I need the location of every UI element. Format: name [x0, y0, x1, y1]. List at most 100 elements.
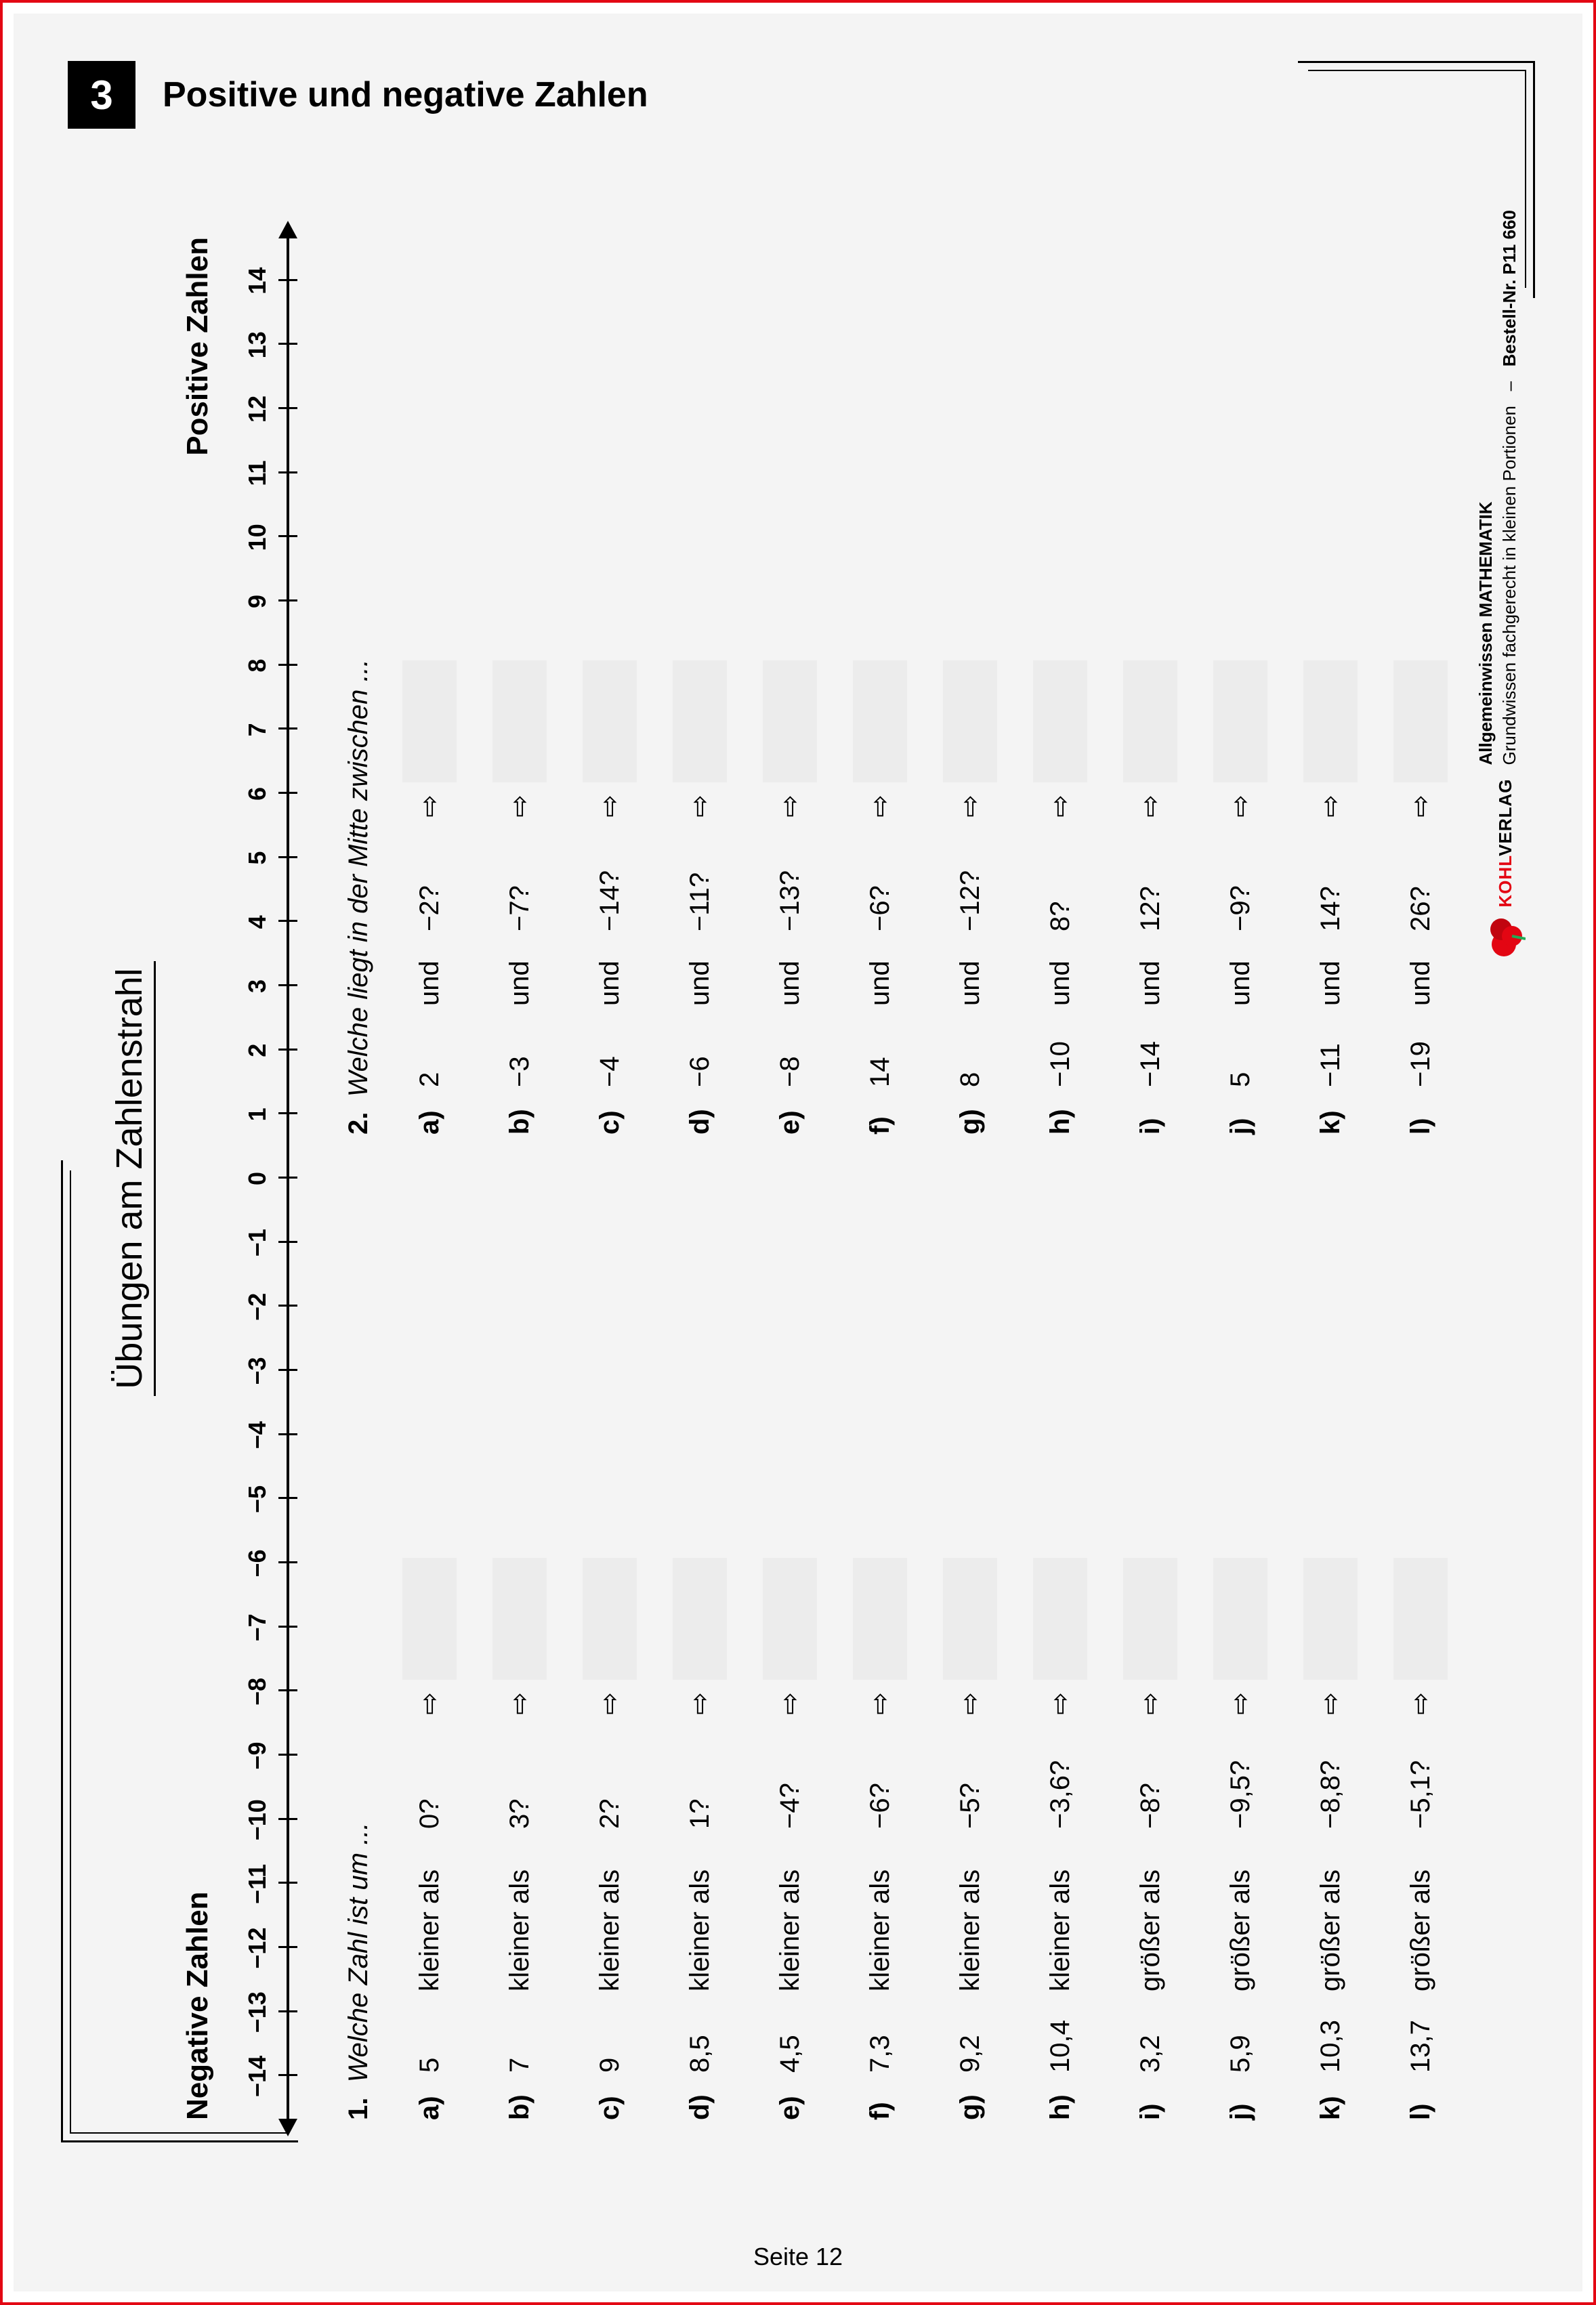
row-label: c) [595, 1087, 625, 1135]
answer-box[interactable] [673, 660, 727, 782]
row-b: −14? [595, 830, 625, 931]
answer-box[interactable] [402, 660, 457, 782]
answer-box[interactable] [1213, 660, 1267, 782]
numberline-tick [278, 2074, 297, 2076]
arrow-right-icon: ⇨ [1135, 1680, 1166, 1727]
answer-box[interactable] [943, 660, 997, 782]
numberline-tick [278, 1689, 297, 1691]
numberline-tick [278, 535, 297, 537]
arrow-right-icon: ⇨ [504, 1680, 535, 1727]
publisher-brand-red: KOHL [1495, 856, 1515, 908]
numberline-tick-label: −5 [243, 1485, 272, 1513]
row-a: −4 [595, 1006, 625, 1087]
row-relation: größer als [1135, 1829, 1166, 1991]
row-und: und [685, 931, 715, 1006]
row-label: a) [415, 1087, 445, 1135]
publisher-brand-black: VERLAG [1495, 779, 1515, 856]
numberline-tick-label: −14 [243, 2056, 272, 2097]
answer-box[interactable] [763, 660, 817, 782]
arrow-right-icon: ⇨ [504, 782, 535, 830]
numberline-tick-label: −10 [243, 1799, 272, 1840]
page: 3 Positive und negative Zahlen Übungen a… [14, 14, 1582, 2291]
row-m: −6? [865, 1727, 896, 1829]
row-b: −7? [505, 830, 535, 931]
answer-box[interactable] [1303, 1558, 1358, 1680]
numberline-tick-label: 4 [243, 915, 272, 929]
exercise-1-row: g)9,2kleiner als−5?⇨ [943, 1223, 997, 2120]
answer-box[interactable] [1033, 1558, 1087, 1680]
exercise-2-row: c)−4und−14?⇨ [583, 237, 637, 1135]
numberline-tick [278, 1626, 297, 1628]
row-label: e) [775, 1087, 805, 1135]
arrow-right-icon: ⇨ [1045, 782, 1076, 830]
row-und: und [1316, 931, 1346, 1006]
numberline-tick-label: 14 [243, 268, 272, 295]
row-m: −5,1? [1406, 1727, 1436, 1829]
exercise-columns: 1. Welche Zahl ist um ... a)5kleiner als… [343, 237, 1448, 2120]
row-label: f) [865, 1087, 896, 1135]
answer-box[interactable] [492, 1558, 547, 1680]
answer-box[interactable] [1033, 660, 1087, 782]
row-a: 8 [955, 1006, 986, 1087]
arrow-right-icon: ⇨ [594, 1680, 625, 1727]
row-a: −19 [1406, 1006, 1436, 1087]
arrow-right-icon: ⇨ [1135, 782, 1166, 830]
row-und: und [415, 931, 445, 1006]
numberline-tick-label: 8 [243, 659, 272, 673]
row-a: −10 [1045, 1006, 1076, 1087]
exercise-2-rows: a)2und−2?⇨b)−3und−7?⇨c)−4und−14?⇨d)−6und… [402, 237, 1448, 1135]
row-b: −2? [415, 830, 445, 931]
answer-box[interactable] [853, 660, 907, 782]
exercise-2-row: j)5und−9?⇨ [1213, 237, 1267, 1135]
exercise-1-row: b)7kleiner als3?⇨ [492, 1223, 547, 2120]
row-n: 13,7 [1406, 1991, 1436, 2073]
numberline-tick-label: −11 [243, 1864, 272, 1904]
numberline-tick [278, 471, 297, 473]
numberline-tick-label: 11 [243, 461, 272, 486]
row-relation: größer als [1316, 1829, 1346, 1991]
numberline-tick-label: −3 [243, 1357, 272, 1384]
row-label: l) [1406, 2073, 1436, 2120]
row-b: −12? [955, 830, 986, 931]
row-n: 9,2 [955, 1991, 986, 2073]
answer-box[interactable] [402, 1558, 457, 1680]
exercise-1-row: l)13,7größer als−5,1?⇨ [1393, 1223, 1448, 2120]
row-n: 5 [415, 1991, 445, 2073]
numberline-tick [278, 1305, 297, 1307]
arrow-right-icon: ⇨ [1045, 1680, 1076, 1727]
exercise-1-row: i)3,2größer als−8?⇨ [1123, 1223, 1177, 2120]
publisher-line1: Allgemeinwissen MATHEMATIK [1474, 210, 1498, 765]
answer-box[interactable] [943, 1558, 997, 1680]
publisher-line2-text: Grundwissen fachgerecht in kleinen Porti… [1499, 406, 1519, 765]
answer-box[interactable] [853, 1558, 907, 1680]
row-relation: kleiner als [955, 1829, 986, 1991]
numberline-tick [278, 407, 297, 409]
answer-box[interactable] [1123, 660, 1177, 782]
exercise-2-prompt: Welche liegt in der Mitte zwischen ... [343, 659, 373, 1097]
arrow-right-icon: ⇨ [414, 1680, 445, 1727]
answer-box[interactable] [1123, 1558, 1177, 1680]
answer-box[interactable] [763, 1558, 817, 1680]
row-label: f) [865, 2073, 896, 2120]
row-und: und [1045, 931, 1076, 1006]
numberline-tick-label: −1 [243, 1229, 272, 1256]
row-relation: größer als [1406, 1829, 1436, 1991]
numberline-tick-label: 12 [243, 396, 272, 423]
row-relation: kleiner als [775, 1829, 805, 1991]
answer-box[interactable] [583, 1558, 637, 1680]
exercise-2-row: b)−3und−7?⇨ [492, 237, 547, 1135]
answer-box[interactable] [492, 660, 547, 782]
row-relation: kleiner als [505, 1829, 535, 1991]
exercise-1-row: f)7,3kleiner als−6?⇨ [853, 1223, 907, 2120]
answer-box[interactable] [1213, 1558, 1267, 1680]
exercise-2-row: k)−11und14?⇨ [1303, 237, 1358, 1135]
answer-box[interactable] [1393, 1558, 1448, 1680]
answer-box[interactable] [1393, 660, 1448, 782]
answer-box[interactable] [673, 1558, 727, 1680]
answer-box[interactable] [1303, 660, 1358, 782]
row-label: k) [1316, 2073, 1346, 2120]
exercise-2-row: h)−10und8?⇨ [1033, 237, 1087, 1135]
numberline-tick [278, 1112, 297, 1114]
answer-box[interactable] [583, 660, 637, 782]
publisher-logo: KOHLVERLAG [1485, 779, 1526, 959]
